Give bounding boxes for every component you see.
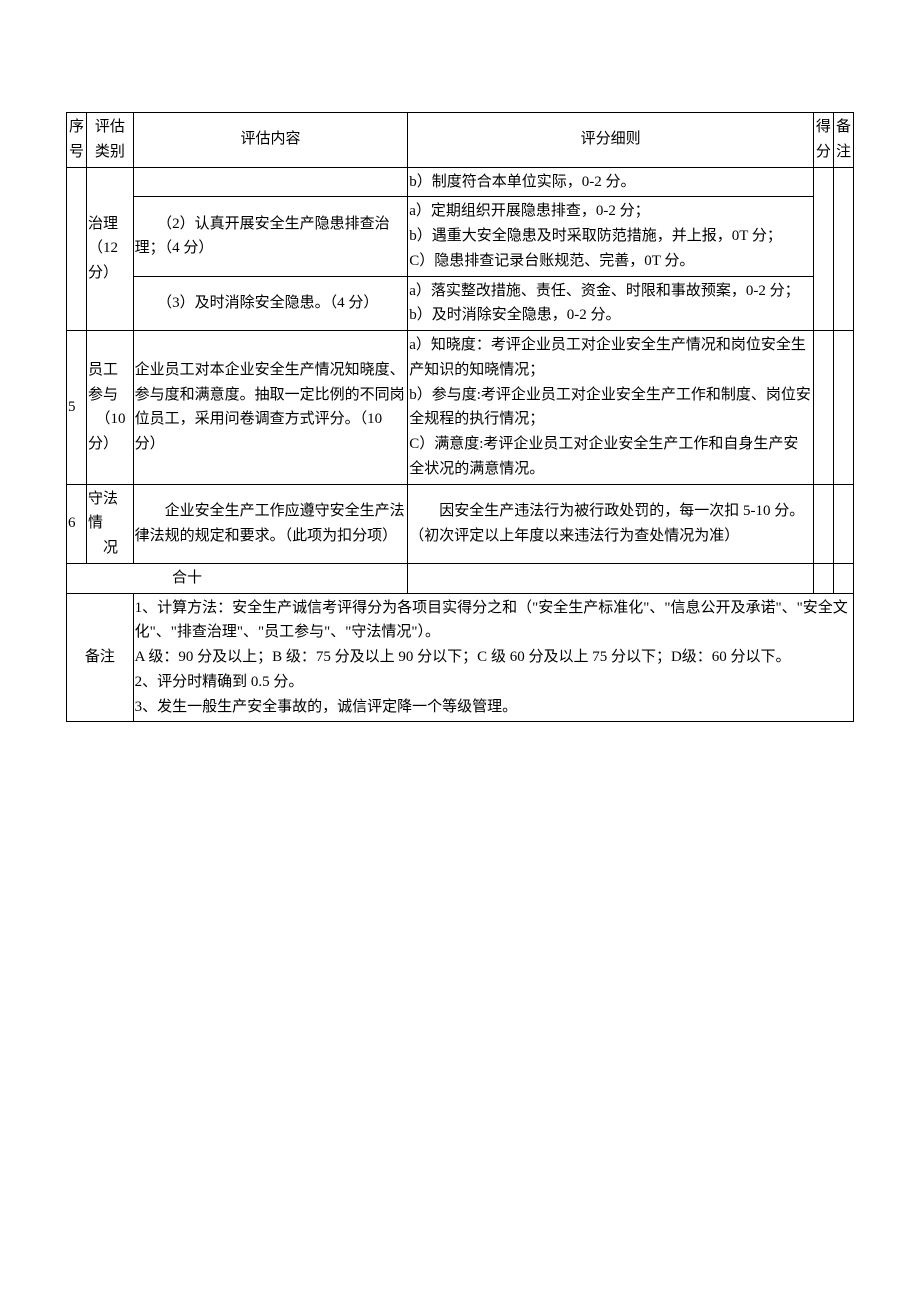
category-cell: 守法情 况 (87, 484, 134, 563)
seq-cell-empty (67, 167, 87, 331)
footer-text: 1、计算方法：安全生产诚信考评得分为各项目实得分之和（"安全生产标准化"、"信息… (133, 593, 853, 722)
seq-cell: 6 (67, 484, 87, 563)
row-total: 合十 (67, 563, 854, 593)
content-cell: 企业员工对本企业安全生产情况知晓度、参与度和满意度。抽取一定比例的不同岗位员工，… (133, 331, 408, 485)
row-zhili-a: 治理（12 分） b）制度符合本单位实际，0-2 分。 (67, 167, 854, 197)
content-cell: 企业安全生产工作应遵守安全生产法律法规的规定和要求。（此项为扣分项） (133, 484, 408, 563)
header-seq: 序号 (67, 113, 87, 168)
note-cell (833, 331, 853, 485)
evaluation-table: 序号 评估类别 评估内容 评分细则 得分 备注 治理（12 分） b）制度符合本… (66, 112, 854, 722)
rule-cell: a）落实整改措施、责任、资金、时限和事故预案，0-2 分； b）及时消除安全隐患… (408, 276, 814, 331)
score-cell (813, 484, 833, 563)
note-cell (833, 167, 853, 331)
score-cell (813, 331, 833, 485)
row-5: 5 员工参与 （10分） 企业员工对本企业安全生产情况知晓度、参与度和满意度。抽… (67, 331, 854, 485)
total-note (833, 563, 853, 593)
content-cell: （2）认真开展安全生产隐患排查治理；（4 分） (133, 197, 408, 276)
category-zhili: 治理（12 分） (87, 167, 134, 331)
header-note: 备注 (833, 113, 853, 168)
header-category: 评估类别 (87, 113, 134, 168)
row-footer: 备注 1、计算方法：安全生产诚信考评得分为各项目实得分之和（"安全生产标准化"、… (67, 593, 854, 722)
row-6: 6 守法情 况 企业安全生产工作应遵守安全生产法律法规的规定和要求。（此项为扣分… (67, 484, 854, 563)
rule-cell: b）制度符合本单位实际，0-2 分。 (408, 167, 814, 197)
category-cell: 员工参与 （10分） (87, 331, 134, 485)
header-score: 得分 (813, 113, 833, 168)
note-cell (833, 484, 853, 563)
total-label: 合十 (67, 563, 408, 593)
header-rule: 评分细则 (408, 113, 814, 168)
rule-cell: a）定期组织开展隐患排查，0-2 分； b）遇重大安全隐患及时采取防范措施，并上… (408, 197, 814, 276)
row-zhili-b: （2）认真开展安全生产隐患排查治理；（4 分） a）定期组织开展隐患排查，0-2… (67, 197, 854, 276)
score-cell (813, 167, 833, 331)
header-content: 评估内容 (133, 113, 408, 168)
content-cell (133, 167, 408, 197)
content-cell: （3）及时消除安全隐患。（4 分） (133, 276, 408, 331)
rule-cell: a）知晓度：考评企业员工对企业安全生产情况和岗位安全生产知识的知晓情况； b）参… (408, 331, 814, 485)
rule-cell: 因安全生产违法行为被行政处罚的，每一次扣 5-10 分。（初次评定以上年度以来违… (408, 484, 814, 563)
total-score (813, 563, 833, 593)
header-row: 序号 评估类别 评估内容 评分细则 得分 备注 (67, 113, 854, 168)
total-rule (408, 563, 814, 593)
footer-label: 备注 (67, 593, 134, 722)
seq-cell: 5 (67, 331, 87, 485)
row-zhili-c: （3）及时消除安全隐患。（4 分） a）落实整改措施、责任、资金、时限和事故预案… (67, 276, 854, 331)
